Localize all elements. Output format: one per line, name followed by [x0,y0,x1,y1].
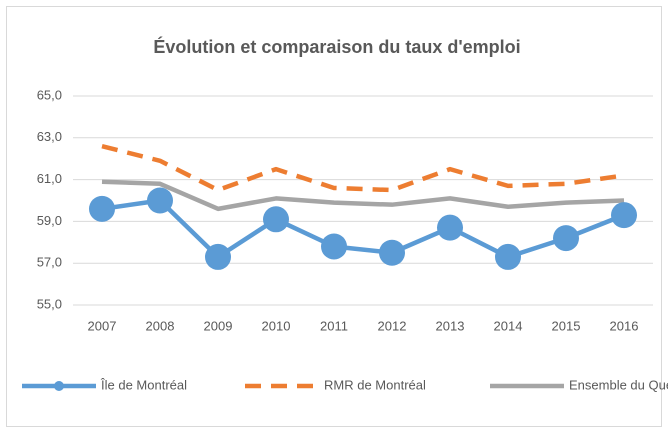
x-tick-label: 2014 [494,318,523,333]
x-tick-label: 2008 [146,318,175,333]
series-marker [379,239,405,266]
x-tick-label: 2007 [88,318,117,333]
legend-label: Île de Montréal [100,377,187,392]
series-marker [321,233,347,260]
y-tick-label: 59,0 [37,213,62,228]
y-tick-label: 61,0 [37,171,62,186]
series-marker [263,206,289,233]
series-marker [437,214,463,241]
chart-frame [6,6,662,427]
x-tick-label: 2011 [320,318,348,333]
x-tick-label: 2015 [552,318,581,333]
series-line [101,179,625,212]
legend-label: RMR de Montréal [324,377,426,392]
y-tick-label: 63,0 [37,129,62,144]
x-tick-label: 2010 [262,318,291,333]
legend-marker [54,381,64,391]
y-tick-label: 57,0 [37,255,62,270]
x-tick-label: 2009 [204,318,233,333]
y-tick-label: 65,0 [37,87,62,102]
series-marker [611,202,637,229]
legend-label: Ensemble du Québec [569,377,668,392]
y-tick-label: 55,0 [37,296,62,311]
series-marker [147,187,173,214]
x-tick-label: 2016 [610,318,639,333]
series-line [101,198,625,260]
series-marker [205,243,231,270]
series-marker [553,225,579,252]
series-marker [89,195,115,222]
series-marker [495,243,521,270]
x-tick-label: 2012 [378,318,407,333]
x-tick-label: 2013 [436,318,465,333]
chart-title: Évolution et comparaison du taux d'emplo… [153,36,520,57]
series-line [101,143,625,193]
